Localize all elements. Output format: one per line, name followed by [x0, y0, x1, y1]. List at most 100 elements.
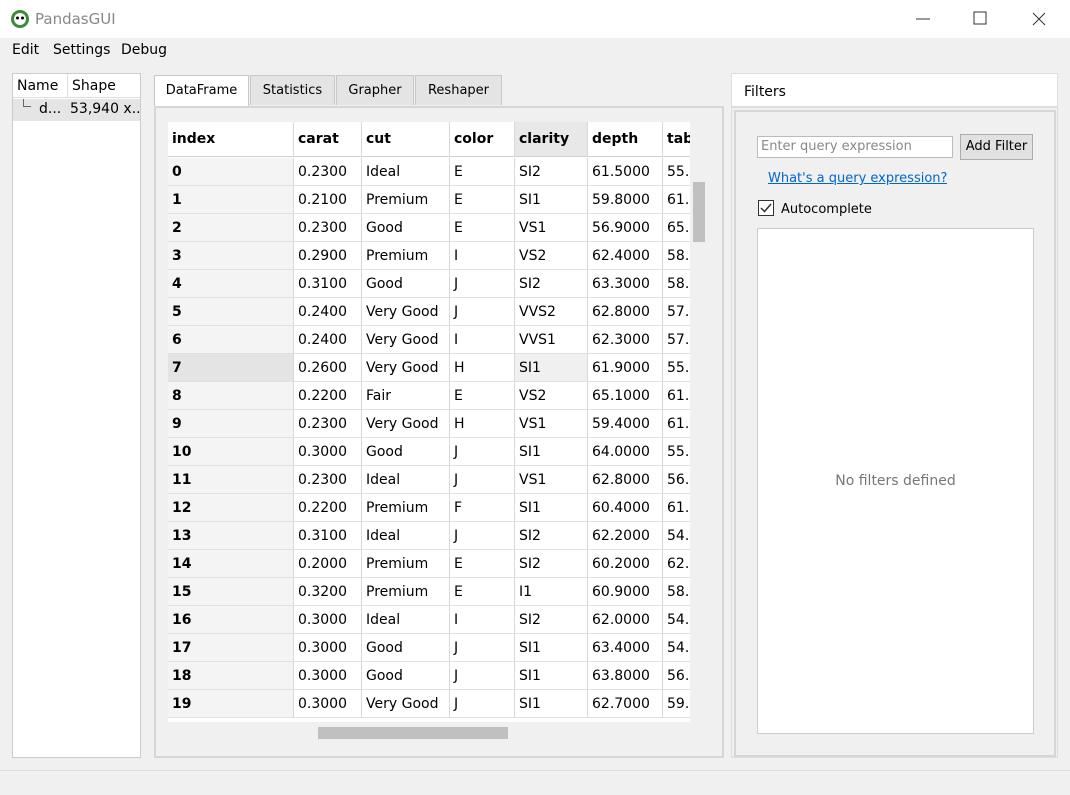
table-cell: SI1: [515, 494, 588, 522]
table-cell: 61.5000: [588, 158, 663, 186]
table-cell: SI2: [515, 158, 588, 186]
table-cell: Ideal: [362, 158, 450, 186]
table-cell: VS1: [515, 466, 588, 494]
table-cell: 61.0: [663, 186, 690, 214]
table-cell: SI2: [515, 270, 588, 298]
table-cell: VS2: [515, 382, 588, 410]
table-cell: 55.0: [663, 354, 690, 382]
table-cell: 61.9000: [588, 354, 663, 382]
tree-header[interactable]: Name: [13, 74, 68, 98]
table-cell: I: [450, 242, 515, 270]
row-header[interactable]: 16: [168, 606, 294, 634]
scroll-thumb[interactable]: [318, 727, 508, 739]
row-header[interactable]: 12: [168, 494, 294, 522]
menu-bar: Edit Settings Debug: [0, 38, 1070, 63]
table-cell: Very Good: [362, 690, 450, 718]
table-cell: VS2: [515, 242, 588, 270]
column-header[interactable]: index: [168, 122, 294, 157]
tab[interactable]: Statistics: [250, 75, 335, 105]
table-cell: SI1: [515, 186, 588, 214]
autocomplete-checkbox[interactable]: [758, 200, 774, 216]
row-header[interactable]: 4: [168, 270, 294, 298]
row-header[interactable]: 2: [168, 214, 294, 242]
row-header[interactable]: 14: [168, 550, 294, 578]
table-cell: 0.3000: [294, 606, 362, 634]
column-header[interactable]: depth: [588, 122, 663, 157]
tree-row[interactable]: d... 53,940 x...: [13, 99, 140, 121]
table-cell: 54.0: [663, 634, 690, 662]
table-cell: E: [450, 214, 515, 242]
table-cell: 54.0: [663, 606, 690, 634]
table-cell: VS1: [515, 410, 588, 438]
table-cell: Good: [362, 270, 450, 298]
row-header[interactable]: 9: [168, 410, 294, 438]
table-cell: 0.2600: [294, 354, 362, 382]
window-controls[interactable]: [900, 0, 1070, 38]
row-header[interactable]: 6: [168, 326, 294, 354]
table-cell: J: [450, 466, 515, 494]
table-cell: 0.2400: [294, 326, 362, 354]
menu-item[interactable]: Edit: [12, 42, 40, 58]
table-cell: Premium: [362, 186, 450, 214]
row-header[interactable]: 1: [168, 186, 294, 214]
row-header[interactable]: 19: [168, 690, 294, 718]
table-cell: 63.4000: [588, 634, 663, 662]
row-header[interactable]: 8: [168, 382, 294, 410]
row-header[interactable]: 15: [168, 578, 294, 606]
menu-item[interactable]: Settings: [53, 42, 111, 58]
row-header[interactable]: 0: [168, 158, 294, 186]
tab[interactable]: DataFrame: [154, 75, 249, 107]
column-header[interactable]: cut: [362, 122, 450, 157]
add-filter-button[interactable]: Add Filter: [960, 134, 1033, 160]
table-cell: 58.0: [663, 270, 690, 298]
row-header[interactable]: 13: [168, 522, 294, 550]
table-cell: 65.1000: [588, 382, 663, 410]
table-cell: J: [450, 270, 515, 298]
table-cell: Fair: [362, 382, 450, 410]
data-table: indexcaratcutcolorclaritydepthtab 00.2300…: [168, 122, 690, 722]
help-link[interactable]: What's a query expression?: [768, 171, 948, 186]
column-header[interactable]: carat: [294, 122, 362, 157]
table-cell: 62.3000: [588, 326, 663, 354]
table-cell: 63.8000: [588, 662, 663, 690]
table-cell: VS1: [515, 214, 588, 242]
row-header[interactable]: 17: [168, 634, 294, 662]
tab[interactable]: Grapher: [336, 75, 414, 105]
tree-header[interactable]: Shape: [68, 74, 140, 98]
horizontal-scrollbar[interactable]: [296, 724, 688, 742]
row-header[interactable]: 11: [168, 466, 294, 494]
table-cell: Premium: [362, 494, 450, 522]
table-cell: 59.0: [663, 690, 690, 718]
dataframe-tree: Name Shape d... 53,940 x...: [12, 73, 141, 758]
table-cell: Ideal: [362, 606, 450, 634]
column-header[interactable]: tab: [663, 122, 690, 157]
query-input[interactable]: Enter query expression: [757, 136, 953, 158]
vertical-scrollbar[interactable]: [690, 122, 708, 722]
autocomplete-label: Autocomplete: [781, 202, 872, 217]
table-cell: Very Good: [362, 354, 450, 382]
table-cell: Very Good: [362, 298, 450, 326]
table-cell: 60.9000: [588, 578, 663, 606]
column-header[interactable]: color: [450, 122, 515, 157]
table-cell: J: [450, 522, 515, 550]
menu-item[interactable]: Debug: [121, 42, 168, 58]
table-cell: F: [450, 494, 515, 522]
table-cell: 0.3100: [294, 270, 362, 298]
row-header[interactable]: 3: [168, 242, 294, 270]
row-header[interactable]: 10: [168, 438, 294, 466]
table-cell: 62.0: [663, 550, 690, 578]
scroll-thumb[interactable]: [693, 182, 705, 242]
row-header[interactable]: 5: [168, 298, 294, 326]
table-cell: E: [450, 158, 515, 186]
table-cell: SI1: [515, 634, 588, 662]
row-header[interactable]: 7: [168, 354, 294, 382]
tab[interactable]: Reshaper: [415, 75, 502, 105]
table-cell: 56.0: [663, 466, 690, 494]
table-cell: 62.4000: [588, 242, 663, 270]
row-header[interactable]: 18: [168, 662, 294, 690]
table-cell: 0.3000: [294, 662, 362, 690]
column-header[interactable]: clarity: [515, 122, 588, 157]
table-cell: 0.2300: [294, 158, 362, 186]
table-cell: Very Good: [362, 410, 450, 438]
table-cell: VVS2: [515, 298, 588, 326]
